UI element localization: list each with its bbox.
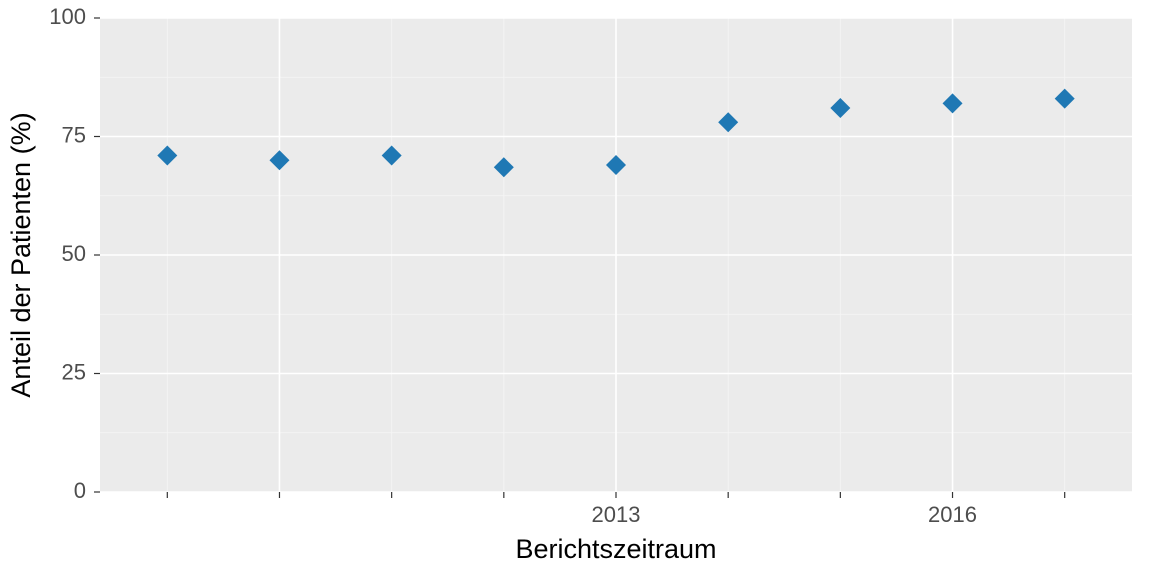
x-axis-ticks: 2013 2016 [167, 492, 1064, 527]
y-tick-label: 100 [49, 4, 86, 29]
y-axis-ticks: 0 25 50 75 100 [49, 4, 100, 503]
y-tick-label: 0 [74, 478, 86, 503]
y-tick-label: 50 [62, 241, 86, 266]
y-axis-title: Anteil der Patienten (%) [6, 112, 36, 397]
x-tick-label: 2016 [928, 502, 977, 527]
scatter-chart: 0 25 50 75 100 2013 2016 Berichtszeitraum Ant… [0, 0, 1152, 576]
x-axis-title: Berichtszeitraum [515, 534, 716, 564]
y-tick-label: 75 [62, 122, 86, 147]
y-tick-label: 25 [62, 359, 86, 384]
x-tick-label: 2013 [592, 502, 641, 527]
